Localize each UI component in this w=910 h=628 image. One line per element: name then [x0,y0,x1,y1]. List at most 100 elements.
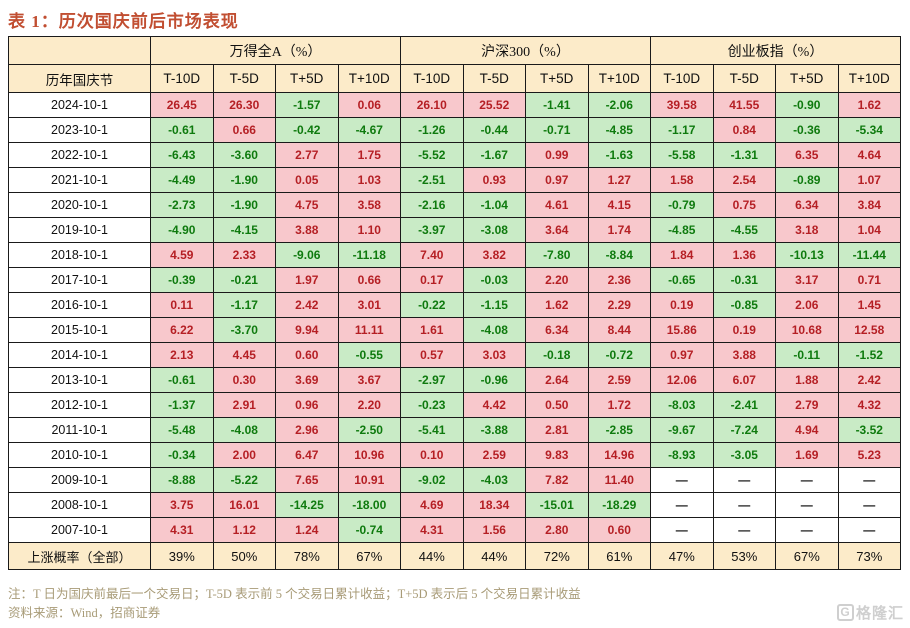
group-header-chinext: 创业板指（%） [650,36,901,65]
value-cell: 1.88 [775,367,839,393]
value-cell: -9.06 [275,242,339,268]
date-cell: 2014-10-1 [8,342,151,368]
value-cell: 1.62 [525,292,589,318]
value-cell: 25.52 [462,92,526,118]
date-cell: 2011-10-1 [8,417,151,443]
value-cell: 2.42 [837,367,901,393]
value-cell: 26.10 [400,92,464,118]
summary-value-cell: 61% [587,542,651,570]
value-cell: -4.90 [150,217,214,243]
value-cell: 2.06 [775,292,839,318]
value-cell: 6.47 [275,442,339,468]
date-cell: 2019-10-1 [8,217,151,243]
table-row: 2010-10-1 -0.34 2.00 6.47 10.96 0.10 2.59 9.83 1… [8,442,901,468]
value-cell: -5.34 [837,117,901,143]
date-cell: 2020-10-1 [8,192,151,218]
value-cell: — [775,467,839,493]
value-cell: — [837,517,901,543]
value-cell: -0.71 [525,117,589,143]
value-cell: 10.68 [775,317,839,343]
value-cell: 1.36 [712,242,776,268]
value-cell: 7.40 [400,242,464,268]
value-cell: -0.55 [337,342,401,368]
table-row: 2008-10-1 3.75 16.01 -14.25 -18.00 4.69 18.34-… [8,492,901,518]
value-cell: 4.61 [525,192,589,218]
value-cell: -2.97 [400,367,464,393]
value-cell: -0.90 [775,92,839,118]
value-cell: -14.25 [275,492,339,518]
value-cell: 16.01 [212,492,276,518]
table-row: 2019-10-1 -4.90 -4.15 3.88 1.10 -3.97 -3.08 3.6… [8,217,901,243]
value-cell: -0.79 [650,192,714,218]
value-cell: -3.70 [212,317,276,343]
value-cell: 26.45 [150,92,214,118]
value-cell: 5.23 [837,442,901,468]
value-cell: -1.04 [462,192,526,218]
value-cell: — [712,492,776,518]
sub-header-cell: T-5D [712,64,776,93]
value-cell: -4.08 [212,417,276,443]
date-cell: 2008-10-1 [8,492,151,518]
value-cell: 6.35 [775,142,839,168]
value-cell: 2.42 [275,292,339,318]
table-title: 表 1：历次国庆前后市场表现 [8,12,239,31]
summary-value-cell: 47% [650,542,714,570]
value-cell: — [650,467,714,493]
table-row: 2021-10-1 -4.49 -1.90 0.05 1.03 -2.51 0.93 0.97… [8,167,901,193]
value-cell: 3.17 [775,267,839,293]
value-cell: 3.58 [337,192,401,218]
value-cell: -11.44 [837,242,901,268]
table-row: 2023-10-1 -0.61 0.66 -0.42 -4.67 -1.26 -0.44 -0… [8,117,901,143]
table-row: 2020-10-1 -2.73 -1.90 4.75 3.58 -2.16 -1.04 4.6… [8,192,901,218]
value-cell: 2.00 [212,442,276,468]
value-cell: -1.57 [275,92,339,118]
value-cell: 4.31 [400,517,464,543]
sub-header-cell: T+5D [275,64,339,93]
value-cell: -0.11 [775,342,839,368]
value-cell: 2.13 [150,342,214,368]
value-cell: -2.73 [150,192,214,218]
value-cell: 0.19 [650,292,714,318]
value-cell: 1.27 [587,167,651,193]
value-cell: -0.61 [150,367,214,393]
value-cell: 15.86 [650,317,714,343]
value-cell: -5.58 [650,142,714,168]
value-cell: 3.88 [275,217,339,243]
value-cell: -0.36 [775,117,839,143]
value-cell: -1.31 [712,142,776,168]
value-cell: 2.77 [275,142,339,168]
value-cell: -0.21 [212,267,276,293]
summary-value-cell: 72% [525,542,589,570]
value-cell: 1.69 [775,442,839,468]
gelonghui-watermark: G 格隆汇 [836,602,904,623]
value-cell: -4.55 [712,217,776,243]
value-cell: 0.84 [712,117,776,143]
value-cell: 4.42 [462,392,526,418]
value-cell: 2.79 [775,392,839,418]
value-cell: -8.84 [587,242,651,268]
value-cell: 0.97 [650,342,714,368]
table-body: 2024-10-1 26.45 26.30 -1.57 0.06 26.10 25.52 -1… [8,92,901,570]
value-cell: 39.58 [650,92,714,118]
value-cell: -2.51 [400,167,464,193]
value-cell: -3.08 [462,217,526,243]
value-cell: -11.18 [337,242,401,268]
value-cell: 2.59 [462,442,526,468]
value-cell: 41.55 [712,92,776,118]
value-cell: 3.69 [275,367,339,393]
value-cell: -1.41 [525,92,589,118]
value-cell: 2.20 [337,392,401,418]
value-cell: — [712,467,776,493]
value-cell: -2.50 [337,417,401,443]
value-cell: -0.89 [775,167,839,193]
value-cell: 1.10 [337,217,401,243]
table-row: 2012-10-1 -1.37 2.91 0.96 2.20 -0.23 4.42 0.50 1… [8,392,901,418]
value-cell: 0.05 [275,167,339,193]
summary-value-cell: 67% [775,542,839,570]
value-cell: 1.84 [650,242,714,268]
summary-row: 上涨概率（全部） 39% 50% 78% 67% 44% 44% 72% 61% 47% 53% 67… [8,542,901,570]
value-cell: -3.88 [462,417,526,443]
value-cell: 0.60 [587,517,651,543]
date-cell: 2021-10-1 [8,167,151,193]
value-cell: -0.96 [462,367,526,393]
